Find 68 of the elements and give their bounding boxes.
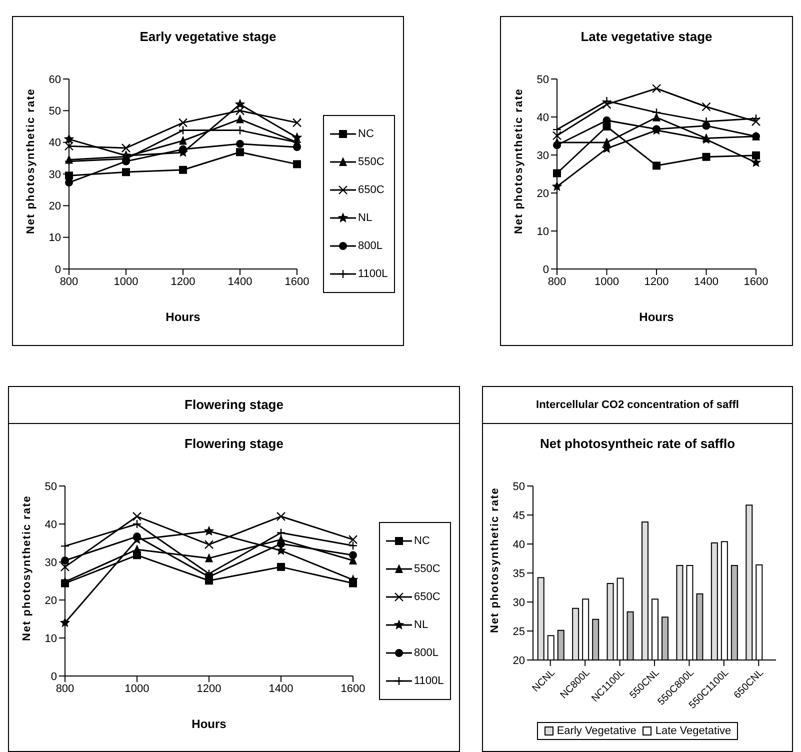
y-axis-title: Net photosynthetic rate	[512, 88, 525, 234]
x-axis-title: Hours	[639, 310, 674, 324]
x-tick-label: 1200	[644, 276, 669, 288]
legend-label: 800L	[414, 647, 438, 659]
y-tick-label: 10	[48, 232, 61, 244]
y-tick-label: 50	[44, 480, 57, 493]
text: Flowering stage	[9, 387, 459, 424]
x-axis-title: Hours	[192, 717, 227, 731]
y-tick-label: 20	[536, 188, 549, 200]
y-tick-label: 40	[44, 518, 57, 531]
legend-label: 650C	[358, 184, 384, 196]
y-tick-label: 10	[536, 226, 549, 238]
y-axis-title: Net photosynthetic rate	[24, 88, 37, 234]
y-tick-label: 30	[536, 150, 549, 162]
y-tick-label: 25	[512, 626, 525, 638]
y-tick-label: 60	[48, 74, 61, 86]
x-tick-label: 800	[548, 276, 566, 288]
x-tick-label: 1400	[694, 276, 718, 288]
x-tick-label: 1200	[170, 276, 196, 288]
y-tick-label: 40	[48, 137, 61, 150]
x-tick-label: 1000	[594, 276, 619, 288]
x-axis-title: Hours	[166, 310, 201, 324]
chart-title: Flowering stage	[184, 435, 284, 453]
legend-label: NC	[358, 128, 374, 140]
y-tick-label: 0	[50, 670, 57, 683]
x-tick-label: 1600	[340, 682, 366, 695]
legend-label: 550C	[358, 156, 384, 168]
legend-label: 550C	[414, 563, 440, 575]
x-tick-label: 1000	[124, 682, 150, 695]
y-axis-title: Net photosynthetic rate	[488, 487, 501, 633]
x-tick-label: 800	[60, 276, 78, 288]
y-tick-label: 0	[54, 264, 61, 276]
y-tick-label: 45	[512, 510, 525, 522]
legend-label: NL	[358, 212, 372, 224]
y-tick-label: 20	[512, 654, 525, 667]
y-tick-label: 20	[44, 594, 57, 607]
y-tick-label: 20	[48, 200, 61, 213]
legend-label: 650C	[414, 591, 440, 603]
y-tick-label: 0	[542, 264, 549, 276]
chart-title: Net photosyntheic rate of safflo	[538, 435, 736, 453]
y-tick-label: 40	[512, 538, 525, 551]
x-tick-label: 1400	[228, 276, 252, 288]
legend-label: 1100L	[414, 675, 444, 687]
chart-title: Early vegetative stage	[138, 28, 278, 46]
y-tick-label: 50	[48, 106, 61, 118]
y-tick-label: 30	[44, 556, 57, 569]
legend-label: 1100L	[358, 268, 388, 280]
chart-title: Late vegetative stage	[580, 28, 714, 46]
legend-label: Early Vegetative	[556, 725, 636, 737]
legend-label: 800L	[358, 240, 382, 252]
x-tick-label: 800	[56, 682, 74, 695]
y-tick-label: 35	[512, 568, 525, 580]
x-tick-label: 1000	[114, 276, 138, 288]
x-tick-label: 1200	[196, 682, 222, 695]
text: Intercellular CO2 concentration of saffl	[483, 387, 792, 424]
x-tick-label: 1600	[744, 276, 768, 288]
y-tick-label: 10	[44, 632, 57, 645]
y-tick-label: 40	[536, 112, 549, 124]
x-tick-label: 1600	[284, 276, 310, 288]
x-tick-label: 1400	[268, 682, 294, 695]
y-axis-title: Net photosynthetic rate	[20, 495, 33, 641]
y-tick-label: 50	[512, 480, 525, 493]
legend-label: NL	[414, 619, 428, 631]
y-tick-label: 30	[48, 168, 61, 181]
legend-label: NC	[414, 535, 430, 547]
legend-label: Late Vegetative	[655, 725, 732, 737]
y-tick-label: 30	[512, 596, 525, 609]
y-tick-label: 50	[536, 74, 549, 86]
